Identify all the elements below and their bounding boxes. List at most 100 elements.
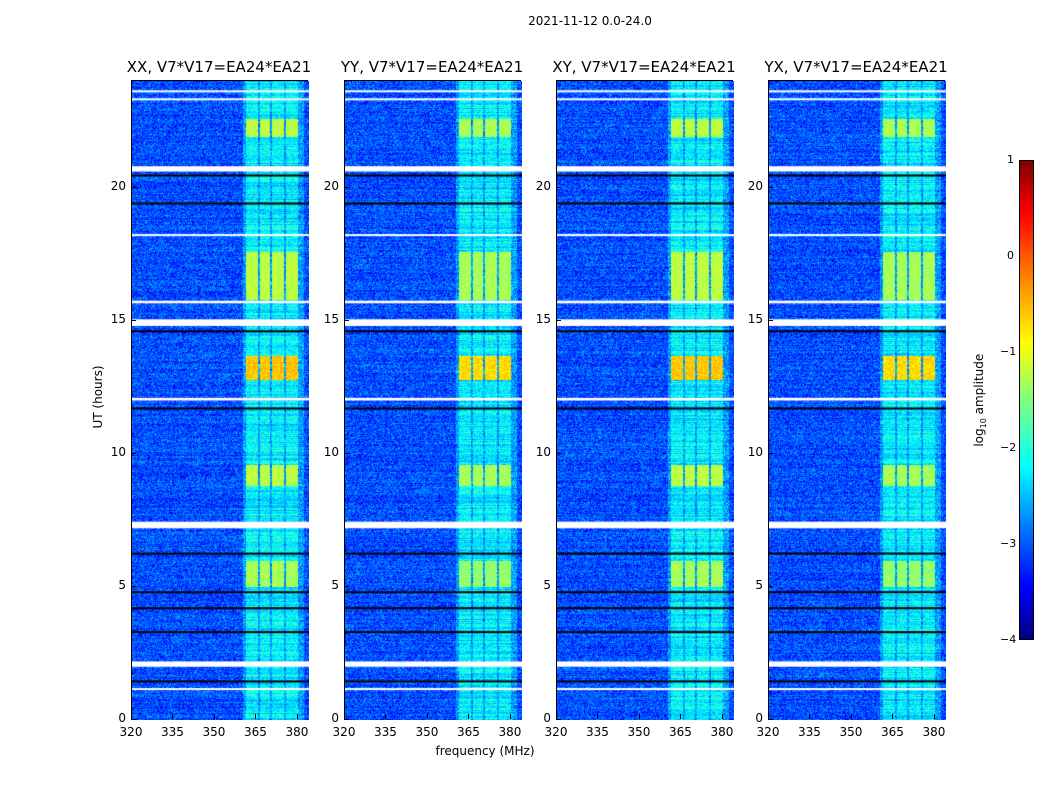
x-tick-mark — [344, 714, 345, 719]
x-tick-label: 335 — [798, 725, 821, 739]
y-tick-mark — [131, 186, 136, 188]
y-tick-mark — [344, 186, 349, 188]
y-tick-label: 5 — [118, 577, 126, 592]
panel-title: XX, V7*V17=EA24*EA21 — [126, 58, 312, 76]
y-tick-label: 5 — [755, 577, 763, 592]
y-tick-label: 10 — [110, 444, 126, 459]
x-tick-mark — [468, 714, 470, 719]
x-tick-label: 320 — [119, 725, 143, 739]
colorbar-tick-label: −3 — [1000, 537, 1017, 550]
y-tick-mark — [344, 585, 349, 587]
y-tick-mark — [768, 319, 773, 321]
x-tick-label: 350 — [627, 725, 651, 739]
x-tick-label: 320 — [544, 725, 568, 739]
x-tick-label: 320 — [756, 725, 780, 739]
x-axis-label: frequency (MHz) — [435, 744, 535, 758]
panel-title: YY, V7*V17=EA24*EA21 — [340, 58, 524, 76]
y-tick-label: 20 — [110, 178, 126, 193]
x-tick-label: 365 — [457, 725, 480, 739]
heatmap-panel — [131, 80, 309, 720]
x-tick-label: 380 — [922, 725, 946, 739]
x-tick-label: 350 — [202, 725, 226, 739]
heatmap-panel — [344, 80, 522, 720]
x-tick-mark — [638, 714, 640, 719]
x-tick-mark — [892, 714, 894, 719]
y-tick-mark — [556, 719, 561, 720]
heatmap-cells — [769, 81, 946, 720]
y-tick-mark — [556, 186, 561, 188]
y-tick-mark — [344, 452, 349, 454]
y-tick-label: 15 — [747, 311, 763, 326]
y-tick-mark — [131, 585, 136, 587]
x-tick-mark — [296, 714, 298, 719]
y-tick-mark — [556, 452, 561, 454]
y-tick-mark — [768, 452, 773, 454]
y-tick-label: 15 — [535, 311, 551, 326]
panel-title: XY, V7*V17=EA24*EA21 — [552, 58, 736, 76]
x-tick-mark — [768, 714, 769, 719]
y-tick-mark — [768, 186, 773, 188]
y-tick-label: 20 — [535, 178, 551, 193]
heatmap-cells — [345, 81, 522, 720]
y-tick-label: 15 — [323, 311, 339, 326]
colorbar-tick-label: 0 — [1007, 249, 1014, 262]
colorbar — [1019, 160, 1034, 640]
y-tick-mark — [344, 319, 349, 321]
x-tick-mark — [556, 714, 557, 719]
y-tick-label: 0 — [755, 711, 763, 725]
y-tick-label: 15 — [110, 311, 126, 326]
y-tick-label: 0 — [543, 711, 551, 725]
x-tick-mark — [255, 714, 257, 719]
y-tick-mark — [131, 719, 136, 720]
y-tick-mark — [556, 319, 561, 321]
x-tick-mark — [721, 714, 723, 719]
x-tick-label: 380 — [285, 725, 309, 739]
x-tick-label: 380 — [710, 725, 734, 739]
x-tick-mark — [385, 714, 387, 719]
x-tick-mark — [850, 714, 852, 719]
x-tick-label: 350 — [839, 725, 863, 739]
x-tick-mark — [933, 714, 935, 719]
x-tick-mark — [509, 714, 511, 719]
y-tick-label: 10 — [323, 444, 339, 459]
x-tick-mark — [426, 714, 428, 719]
colorbar-tick-label: −4 — [1000, 633, 1017, 646]
heatmap-panel — [556, 80, 734, 720]
x-tick-mark — [172, 714, 174, 719]
x-tick-label: 365 — [669, 725, 692, 739]
x-tick-mark — [597, 714, 599, 719]
x-tick-mark — [131, 714, 132, 719]
panel-title: YX, V7*V17=EA24*EA21 — [764, 58, 948, 76]
x-tick-label: 350 — [415, 725, 439, 739]
y-tick-mark — [768, 719, 773, 720]
heatmap-panel — [768, 80, 946, 720]
y-tick-label: 20 — [747, 178, 763, 193]
x-tick-mark — [809, 714, 811, 719]
figure-title: 2021-11-12 0.0-24.0 — [528, 14, 652, 28]
y-tick-label: 0 — [331, 711, 339, 725]
x-tick-label: 335 — [161, 725, 184, 739]
y-tick-label: 5 — [543, 577, 551, 592]
y-tick-mark — [131, 452, 136, 454]
x-tick-label: 380 — [498, 725, 522, 739]
x-tick-mark — [680, 714, 682, 719]
y-tick-label: 5 — [331, 577, 339, 592]
x-tick-label: 365 — [244, 725, 267, 739]
y-tick-label: 20 — [323, 178, 339, 193]
x-tick-label: 320 — [332, 725, 356, 739]
x-tick-label: 335 — [374, 725, 397, 739]
y-tick-mark — [131, 319, 136, 321]
y-axis-label: UT (hours) — [91, 365, 105, 429]
y-tick-label: 10 — [535, 444, 551, 459]
y-tick-label: 0 — [118, 711, 126, 725]
heatmap-cells — [132, 81, 309, 720]
y-tick-label: 10 — [747, 444, 763, 459]
heatmap-cells — [557, 81, 734, 720]
x-tick-label: 365 — [881, 725, 904, 739]
colorbar-tick-label: −2 — [1000, 441, 1017, 454]
x-tick-mark — [213, 714, 215, 719]
colorbar-tick-label: −1 — [1000, 345, 1017, 358]
colorbar-tick-label: 1 — [1007, 153, 1014, 166]
y-tick-mark — [344, 719, 349, 720]
